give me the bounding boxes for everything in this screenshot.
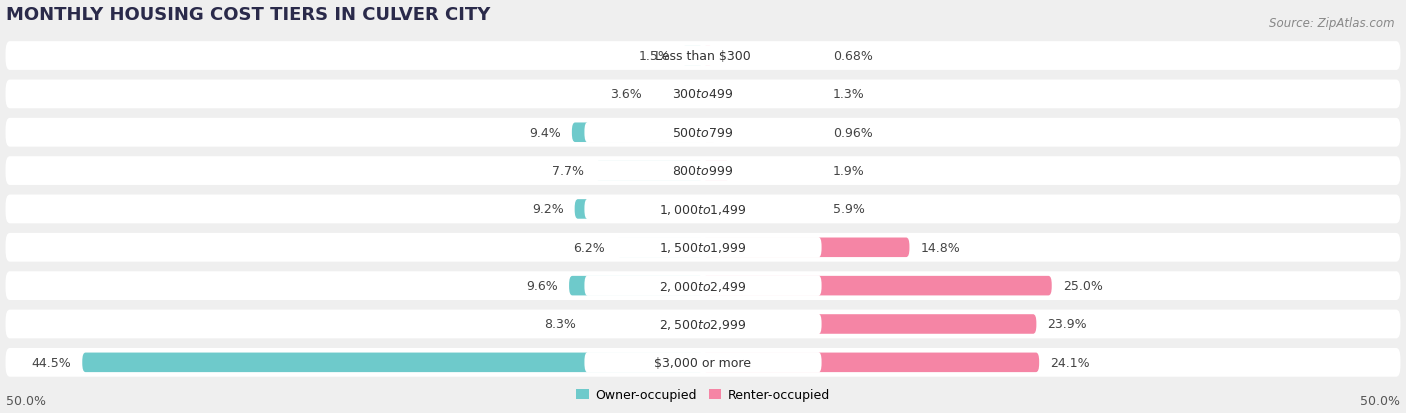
FancyBboxPatch shape xyxy=(703,161,730,181)
FancyBboxPatch shape xyxy=(6,195,1400,224)
FancyBboxPatch shape xyxy=(703,199,786,219)
Text: $300 to $499: $300 to $499 xyxy=(672,88,734,101)
FancyBboxPatch shape xyxy=(6,157,1400,185)
Text: $800 to $999: $800 to $999 xyxy=(672,165,734,178)
Text: 50.0%: 50.0% xyxy=(6,394,45,407)
Text: 0.96%: 0.96% xyxy=(832,126,873,140)
Text: 3.6%: 3.6% xyxy=(610,88,641,101)
Text: 9.4%: 9.4% xyxy=(529,126,561,140)
FancyBboxPatch shape xyxy=(569,276,703,296)
FancyBboxPatch shape xyxy=(585,123,821,143)
Text: 1.9%: 1.9% xyxy=(832,165,865,178)
Text: 1.5%: 1.5% xyxy=(640,50,671,63)
FancyBboxPatch shape xyxy=(703,353,1039,372)
Text: $500 to $799: $500 to $799 xyxy=(672,126,734,140)
FancyBboxPatch shape xyxy=(585,314,821,335)
FancyBboxPatch shape xyxy=(585,237,821,258)
Legend: Owner-occupied, Renter-occupied: Owner-occupied, Renter-occupied xyxy=(576,388,830,401)
FancyBboxPatch shape xyxy=(585,352,821,373)
Text: Source: ZipAtlas.com: Source: ZipAtlas.com xyxy=(1270,17,1395,29)
Text: 1.3%: 1.3% xyxy=(832,88,865,101)
FancyBboxPatch shape xyxy=(703,314,1036,334)
FancyBboxPatch shape xyxy=(575,199,703,219)
FancyBboxPatch shape xyxy=(6,42,1400,71)
FancyBboxPatch shape xyxy=(703,85,721,104)
Text: 6.2%: 6.2% xyxy=(574,241,606,254)
FancyBboxPatch shape xyxy=(652,85,703,104)
Text: 50.0%: 50.0% xyxy=(1361,394,1400,407)
Text: $1,000 to $1,499: $1,000 to $1,499 xyxy=(659,202,747,216)
FancyBboxPatch shape xyxy=(6,119,1400,147)
FancyBboxPatch shape xyxy=(703,47,713,66)
FancyBboxPatch shape xyxy=(585,84,821,105)
Text: 23.9%: 23.9% xyxy=(1047,318,1087,331)
Text: $1,500 to $1,999: $1,500 to $1,999 xyxy=(659,241,747,255)
Text: $2,000 to $2,499: $2,000 to $2,499 xyxy=(659,279,747,293)
Text: 9.2%: 9.2% xyxy=(531,203,564,216)
Text: 24.1%: 24.1% xyxy=(1050,356,1090,369)
FancyBboxPatch shape xyxy=(585,161,821,181)
Text: 25.0%: 25.0% xyxy=(1063,280,1102,292)
Text: 44.5%: 44.5% xyxy=(31,356,72,369)
FancyBboxPatch shape xyxy=(585,276,821,296)
Text: $2,500 to $2,999: $2,500 to $2,999 xyxy=(659,317,747,331)
FancyBboxPatch shape xyxy=(585,46,821,66)
FancyBboxPatch shape xyxy=(596,161,703,181)
FancyBboxPatch shape xyxy=(588,314,703,334)
Text: 14.8%: 14.8% xyxy=(921,241,960,254)
FancyBboxPatch shape xyxy=(703,123,717,142)
FancyBboxPatch shape xyxy=(6,310,1400,339)
FancyBboxPatch shape xyxy=(6,80,1400,109)
FancyBboxPatch shape xyxy=(83,353,703,372)
FancyBboxPatch shape xyxy=(6,233,1400,262)
FancyBboxPatch shape xyxy=(616,238,703,257)
FancyBboxPatch shape xyxy=(585,199,821,220)
FancyBboxPatch shape xyxy=(703,238,910,257)
Text: 7.7%: 7.7% xyxy=(553,165,585,178)
Text: 5.9%: 5.9% xyxy=(832,203,865,216)
FancyBboxPatch shape xyxy=(572,123,703,142)
Text: $3,000 or more: $3,000 or more xyxy=(655,356,751,369)
Text: MONTHLY HOUSING COST TIERS IN CULVER CITY: MONTHLY HOUSING COST TIERS IN CULVER CIT… xyxy=(6,5,489,24)
Text: 9.6%: 9.6% xyxy=(526,280,558,292)
FancyBboxPatch shape xyxy=(6,348,1400,377)
FancyBboxPatch shape xyxy=(703,276,1052,296)
Text: 8.3%: 8.3% xyxy=(544,318,576,331)
FancyBboxPatch shape xyxy=(682,47,703,66)
Text: Less than $300: Less than $300 xyxy=(655,50,751,63)
Text: 0.68%: 0.68% xyxy=(832,50,873,63)
FancyBboxPatch shape xyxy=(6,272,1400,300)
